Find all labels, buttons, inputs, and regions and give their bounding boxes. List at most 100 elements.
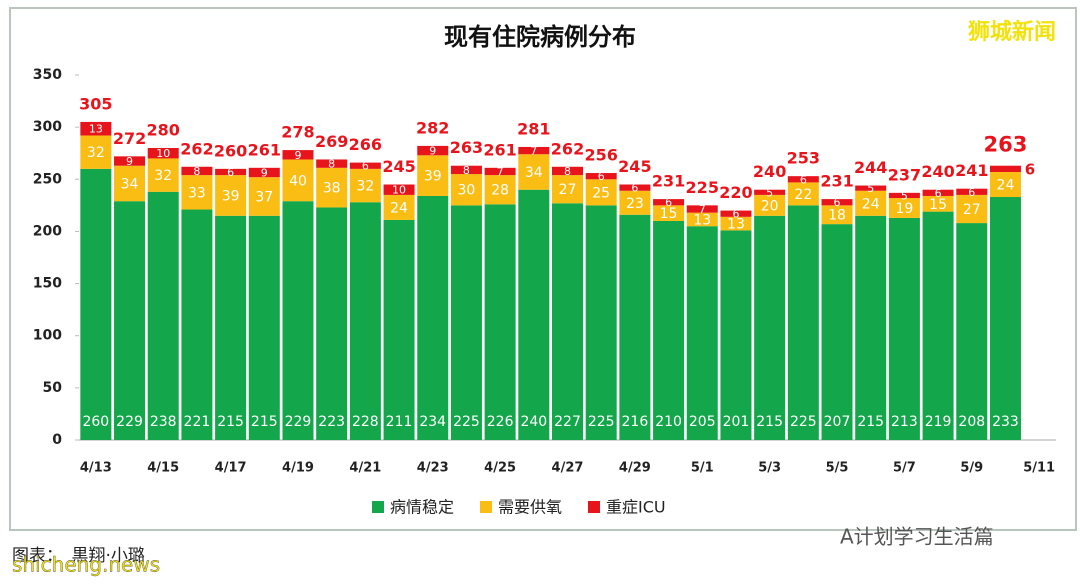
value-label: 6	[800, 173, 807, 186]
legend-label: 病情稳定	[390, 498, 454, 517]
y-tick-label: 100	[33, 328, 62, 344]
bar-segment	[720, 216, 752, 231]
bar-segment	[518, 189, 550, 440]
bar-segment	[619, 190, 651, 215]
value-label: 228	[352, 414, 379, 430]
value-label: 215	[756, 414, 783, 430]
value-label: 10	[156, 147, 170, 160]
total-label: 305	[79, 94, 112, 113]
value-label: 216	[622, 414, 649, 430]
bar-segment	[922, 195, 954, 212]
value-label: 6	[631, 182, 638, 195]
legend-swatch	[372, 501, 384, 513]
x-tick-label: 4/13	[80, 461, 112, 476]
total-label: 240	[921, 162, 954, 181]
y-tick-label: 250	[33, 171, 62, 187]
value-label: 225	[790, 414, 817, 430]
x-tick-label: 4/19	[282, 461, 314, 476]
value-label: 8	[463, 164, 470, 177]
bar-segment	[282, 201, 314, 440]
total-label: 272	[113, 129, 146, 148]
value-label: 211	[386, 414, 413, 430]
value-label: 7	[699, 203, 706, 216]
total-label: 266	[349, 135, 382, 154]
value-label: 207	[824, 414, 851, 430]
bar-segment	[720, 210, 752, 217]
value-label: 6	[362, 160, 369, 173]
bar-segment	[754, 194, 786, 216]
total-label: 263	[450, 138, 483, 157]
bar-segment	[821, 205, 853, 225]
value-label: 227	[554, 414, 581, 430]
value-label: 6	[834, 196, 841, 209]
bar-segment	[821, 199, 853, 206]
value-label: 260	[82, 414, 109, 430]
total-label: 237	[888, 165, 921, 184]
bar-segment	[552, 166, 583, 176]
y-tick-label: 0	[52, 432, 62, 448]
legend-swatch	[588, 501, 600, 513]
y-tick-label: 350	[33, 67, 62, 83]
bar-segment	[282, 150, 314, 160]
legend-label: 重症ICU	[606, 498, 666, 517]
value-label: 13	[89, 123, 103, 136]
total-label: 278	[281, 123, 314, 142]
bar-segment	[956, 194, 988, 224]
bar-segment	[888, 217, 920, 440]
bar-segment	[349, 202, 381, 440]
value-label: 9	[294, 149, 301, 162]
bar-segment	[518, 146, 550, 155]
chart-title: 现有住院病例分布	[444, 23, 636, 51]
total-label: 262	[551, 139, 584, 158]
bar-segment	[349, 162, 381, 169]
value-label: 23	[626, 196, 644, 212]
bar-segment	[114, 165, 146, 202]
bar-segment	[484, 175, 516, 205]
value-label: 6	[227, 166, 234, 179]
bar-segment	[518, 154, 550, 190]
bar-segment	[686, 226, 718, 440]
value-label: 210	[655, 414, 682, 430]
value-label: 5	[867, 182, 874, 195]
bar-segment	[855, 190, 887, 216]
legend-swatch	[480, 501, 492, 513]
bar-segment	[552, 203, 583, 440]
bar-segment	[989, 171, 1021, 198]
bar-segment	[585, 205, 617, 440]
value-label: 9	[126, 155, 133, 168]
bar-segment	[686, 212, 718, 227]
total-label: 245	[382, 157, 415, 176]
value-label: 24	[390, 200, 408, 216]
total-label: 281	[517, 119, 550, 138]
value-label: 6	[665, 196, 672, 209]
x-tick-label: 4/29	[619, 461, 651, 476]
x-tick-label: 4/17	[215, 461, 247, 476]
value-label: 24	[997, 178, 1015, 194]
value-label: 27	[963, 202, 981, 218]
x-tick-label: 5/3	[758, 461, 781, 476]
x-tick-label: 5/7	[893, 461, 916, 476]
y-tick-label: 200	[33, 223, 62, 239]
bar-segment	[383, 219, 415, 440]
value-label: 215	[217, 414, 244, 430]
value-label: 33	[188, 185, 206, 201]
total-label: 280	[147, 121, 180, 140]
bar-segment	[80, 121, 112, 136]
value-label: 20	[761, 198, 779, 214]
watermark: 狮城新闻	[968, 19, 1056, 45]
value-label: 24	[862, 196, 880, 212]
total-label: 262	[180, 139, 213, 158]
total-label: 261	[483, 140, 516, 159]
total-label: 225	[686, 178, 719, 197]
x-tick-label: 4/23	[417, 461, 449, 476]
value-label: 8	[564, 165, 571, 178]
bar-segment	[349, 168, 381, 203]
x-tick-label: 4/27	[552, 461, 584, 476]
total-label: 241	[955, 161, 988, 180]
bar-segment	[585, 173, 617, 180]
bar-segment	[248, 167, 280, 178]
value-label: 215	[857, 414, 884, 430]
bar-segment	[181, 175, 213, 210]
x-tick-label: 5/5	[826, 461, 849, 476]
bar-segment	[888, 192, 920, 199]
